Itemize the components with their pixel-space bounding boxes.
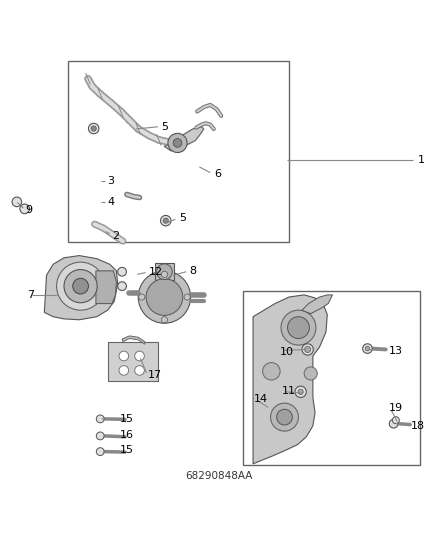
Circle shape bbox=[389, 419, 398, 428]
Text: 9: 9 bbox=[25, 205, 33, 215]
Text: 5: 5 bbox=[179, 214, 186, 223]
Circle shape bbox=[73, 278, 88, 294]
Circle shape bbox=[302, 344, 313, 355]
Circle shape bbox=[161, 271, 167, 277]
Circle shape bbox=[304, 346, 311, 352]
Circle shape bbox=[295, 386, 306, 398]
Circle shape bbox=[96, 415, 104, 423]
Text: 2: 2 bbox=[112, 231, 119, 241]
Polygon shape bbox=[122, 336, 145, 344]
Circle shape bbox=[119, 351, 129, 361]
Text: 17: 17 bbox=[148, 370, 162, 380]
Circle shape bbox=[156, 264, 172, 280]
Circle shape bbox=[91, 126, 96, 131]
Text: 14: 14 bbox=[254, 394, 268, 404]
Text: 68290848AA: 68290848AA bbox=[185, 471, 253, 481]
Text: 19: 19 bbox=[389, 403, 403, 414]
Circle shape bbox=[184, 294, 190, 300]
Bar bbox=[68, 61, 289, 243]
Circle shape bbox=[139, 294, 145, 300]
Circle shape bbox=[168, 133, 187, 152]
Circle shape bbox=[88, 123, 99, 134]
Circle shape bbox=[160, 215, 171, 226]
Text: 3: 3 bbox=[108, 176, 115, 187]
Polygon shape bbox=[253, 295, 327, 464]
Circle shape bbox=[135, 366, 145, 375]
Circle shape bbox=[64, 270, 97, 303]
Circle shape bbox=[304, 367, 317, 380]
Text: 18: 18 bbox=[411, 421, 425, 431]
Circle shape bbox=[161, 317, 167, 323]
Circle shape bbox=[118, 268, 127, 276]
Circle shape bbox=[12, 197, 21, 207]
Circle shape bbox=[263, 362, 280, 380]
Circle shape bbox=[119, 366, 129, 375]
Text: 10: 10 bbox=[280, 346, 294, 357]
Bar bbox=[108, 342, 158, 381]
Polygon shape bbox=[96, 271, 117, 304]
Text: 6: 6 bbox=[214, 169, 221, 179]
Polygon shape bbox=[44, 256, 118, 320]
Text: 16: 16 bbox=[120, 431, 134, 440]
Circle shape bbox=[135, 351, 145, 361]
Polygon shape bbox=[302, 295, 332, 313]
Circle shape bbox=[118, 282, 127, 290]
Text: 13: 13 bbox=[389, 346, 403, 356]
Circle shape bbox=[281, 310, 316, 345]
Text: 12: 12 bbox=[149, 266, 163, 277]
Circle shape bbox=[20, 204, 29, 214]
Text: 4: 4 bbox=[108, 197, 115, 207]
Circle shape bbox=[146, 279, 183, 316]
Bar bbox=[243, 290, 420, 465]
Text: 15: 15 bbox=[120, 414, 134, 424]
Circle shape bbox=[57, 262, 105, 310]
Text: 5: 5 bbox=[161, 122, 168, 132]
Circle shape bbox=[288, 317, 309, 338]
Circle shape bbox=[163, 218, 168, 223]
Circle shape bbox=[271, 403, 298, 431]
Circle shape bbox=[96, 432, 104, 440]
Circle shape bbox=[277, 409, 292, 425]
Circle shape bbox=[96, 448, 104, 456]
Circle shape bbox=[173, 139, 182, 147]
Circle shape bbox=[365, 346, 370, 351]
Circle shape bbox=[363, 344, 372, 353]
Circle shape bbox=[298, 389, 303, 394]
Text: 8: 8 bbox=[189, 266, 196, 276]
Bar bbox=[155, 263, 174, 280]
Polygon shape bbox=[164, 127, 204, 151]
Circle shape bbox=[392, 417, 399, 424]
Circle shape bbox=[138, 271, 191, 323]
Text: 15: 15 bbox=[120, 445, 134, 455]
Text: 1: 1 bbox=[418, 155, 425, 165]
Text: 11: 11 bbox=[282, 386, 296, 396]
Text: 7: 7 bbox=[27, 290, 34, 300]
